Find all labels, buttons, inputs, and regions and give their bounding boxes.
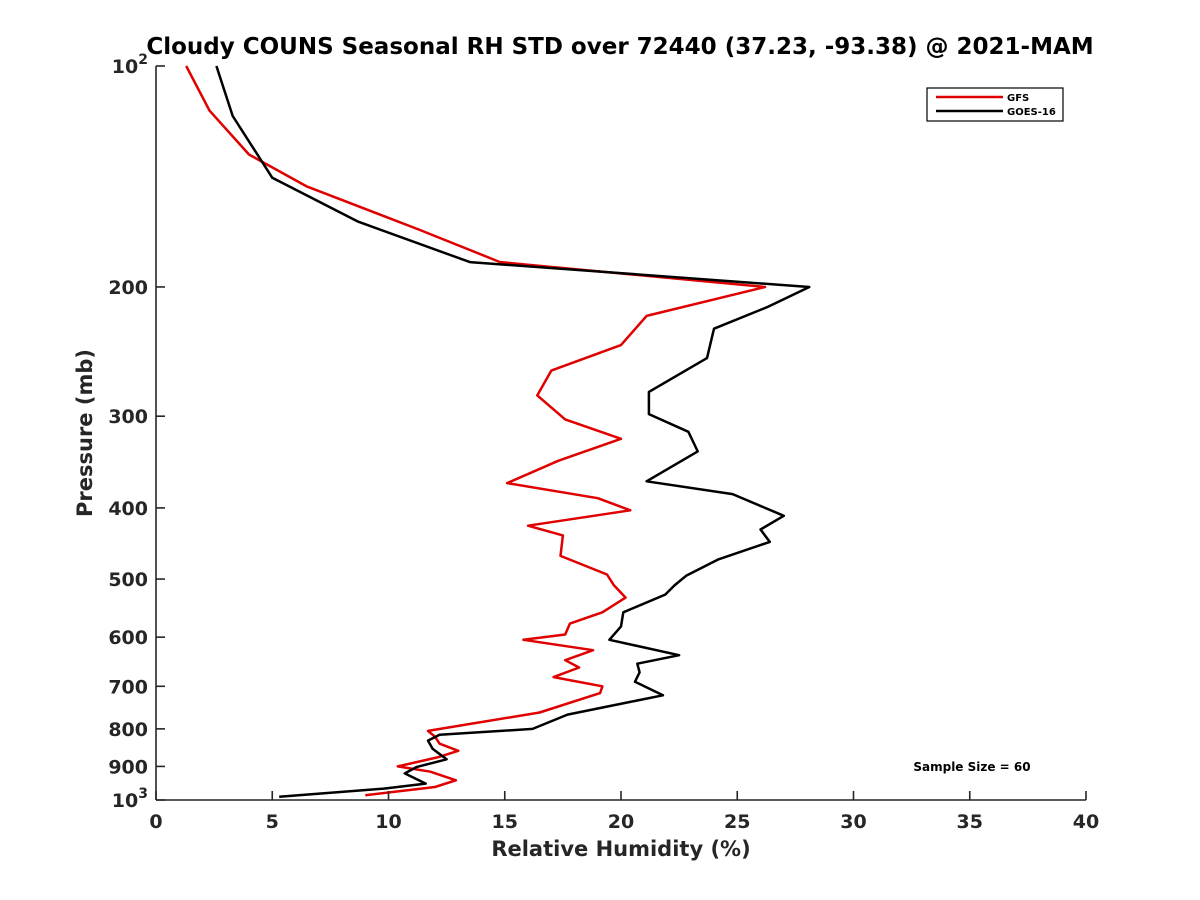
- y-tick-label: 200: [108, 277, 148, 299]
- legend-box: [926, 87, 1064, 122]
- legend-label-gfs: GFS: [1007, 93, 1029, 104]
- y-tick-label: 400: [108, 498, 148, 520]
- x-axis-title: Relative Humidity (%): [491, 837, 750, 861]
- chart-title: Cloudy COUNS Seasonal RH STD over 72440 …: [146, 34, 1093, 60]
- series-line-gfs: [185, 65, 767, 797]
- y-axis-ticks: 102 200 300 400 500 600 700 800 900 103: [108, 52, 165, 812]
- series-group: [185, 65, 811, 799]
- y-axis-title: Pressure (mb): [73, 349, 97, 517]
- y-tick-label: 700: [108, 676, 148, 698]
- x-tick-label: 40: [1073, 811, 1099, 833]
- legend: GFS GOES-16: [926, 87, 1064, 122]
- y-tick-label: 800: [108, 719, 148, 741]
- plot-background: [156, 66, 1086, 800]
- x-tick-label: 30: [840, 811, 866, 833]
- plot-area: 0 5 10 15 20 25 30 35 40 102 200 300 400 500 600 700 80…: [108, 52, 1099, 833]
- x-tick-label: 25: [724, 811, 750, 833]
- y-tick-label: 900: [108, 756, 148, 778]
- y-tick-label: 300: [108, 406, 148, 428]
- x-tick-label: 10: [375, 811, 401, 833]
- x-tick-label: 20: [608, 811, 634, 833]
- x-tick-label: 35: [957, 811, 983, 833]
- x-axis-ticks: 0 5 10 15 20 25 30 35 40: [149, 791, 1099, 833]
- sample-size-annotation: Sample Size = 60: [913, 760, 1030, 774]
- y-tick-label: 103: [112, 786, 148, 812]
- y-tick-label: 500: [108, 569, 148, 591]
- legend-label-goes16: GOES-16: [1007, 107, 1056, 118]
- y-tick-label: 102: [112, 52, 148, 78]
- x-tick-label: 15: [492, 811, 518, 833]
- y-tick-label: 600: [108, 627, 148, 649]
- x-tick-label: 5: [266, 811, 279, 833]
- x-tick-label: 0: [149, 811, 162, 833]
- series-line-goes16: [215, 65, 811, 799]
